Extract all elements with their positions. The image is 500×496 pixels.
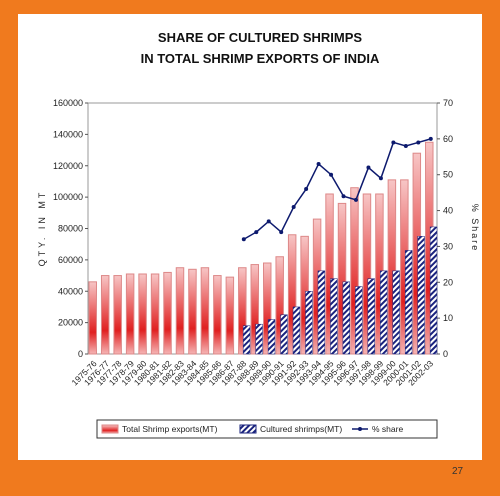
cultured-bar <box>292 306 301 355</box>
share-point <box>428 136 433 141</box>
cultured-bar <box>267 319 276 355</box>
cultured-bar <box>392 270 400 355</box>
total-bar <box>163 271 172 355</box>
legend-swatch <box>101 424 119 434</box>
share-point <box>279 230 284 235</box>
cultured-bar <box>255 323 263 355</box>
y2-axis-label: % Share <box>470 204 480 253</box>
share-point <box>353 197 358 202</box>
y2-tick-label: 40 <box>443 206 453 216</box>
y-tick-label: 20000 <box>58 318 83 328</box>
cultured-bar <box>355 286 363 355</box>
total-bar <box>263 262 272 355</box>
total-bar <box>175 267 185 355</box>
total-bar <box>150 273 160 355</box>
y2-tick-label: 50 <box>443 170 453 180</box>
legend-label: % share <box>372 424 403 434</box>
total-bar <box>238 267 247 355</box>
cultured-bar <box>317 270 326 355</box>
y2-tick-label: 30 <box>443 241 453 251</box>
y2-tick-label: 20 <box>443 277 453 287</box>
cultured-bar <box>367 278 375 355</box>
cultured-bar <box>380 270 388 355</box>
cultured-bar <box>404 250 413 355</box>
total-bar <box>387 179 397 355</box>
y2-tick-label: 10 <box>443 313 453 323</box>
legend-label: Cultured shrimps(MT) <box>260 424 342 434</box>
total-bar <box>188 268 197 355</box>
share-point <box>366 165 371 170</box>
legend-swatch <box>358 427 362 431</box>
share-point <box>266 219 271 224</box>
legend-label: Total Shrimp exports(MT) <box>122 424 218 434</box>
y-tick-label: 80000 <box>58 224 83 234</box>
total-bar <box>138 273 147 355</box>
y-tick-label: 100000 <box>53 192 83 202</box>
share-point <box>254 230 259 235</box>
legend <box>96 419 438 439</box>
y2-tick-label: 70 <box>443 98 453 108</box>
share-point <box>391 140 396 145</box>
share-point <box>416 140 421 145</box>
cultured-bar <box>242 325 251 355</box>
total-bar <box>337 202 347 355</box>
chart-title: IN TOTAL SHRIMP EXPORTS OF INDIA <box>141 51 380 66</box>
total-bar <box>88 281 97 355</box>
total-bar <box>275 256 284 355</box>
total-bar <box>250 264 260 355</box>
page-number: 27 <box>452 466 464 477</box>
share-point <box>341 194 346 199</box>
total-bar <box>287 234 297 355</box>
legend-swatch <box>239 424 257 434</box>
y-tick-label: 160000 <box>53 98 83 108</box>
cultured-bar <box>280 314 288 355</box>
total-bar <box>113 275 122 355</box>
y-tick-label: 0 <box>78 349 83 359</box>
total-bar <box>362 193 372 355</box>
y-tick-label: 40000 <box>58 286 83 296</box>
chart-title: SHARE OF CULTURED SHRIMPS <box>158 30 362 45</box>
share-line <box>243 138 431 240</box>
cultured-bar <box>342 281 351 355</box>
y-tick-label: 60000 <box>58 255 83 265</box>
y2-tick-label: 60 <box>443 134 453 144</box>
share-point <box>304 187 309 192</box>
total-bar <box>350 187 359 355</box>
share-point <box>403 144 408 149</box>
total-bar <box>225 276 235 355</box>
total-bar <box>200 267 210 355</box>
share-point <box>316 161 321 166</box>
cultured-bar <box>429 226 438 355</box>
total-bar <box>213 275 222 355</box>
y2-tick-label: 0 <box>443 349 448 359</box>
share-point <box>291 204 296 209</box>
cultured-bar <box>305 291 313 355</box>
y-tick-label: 140000 <box>53 129 83 139</box>
cultured-bar <box>330 278 338 355</box>
total-bar <box>100 275 110 355</box>
total-bar <box>325 193 334 355</box>
share-point <box>241 237 246 242</box>
share-point <box>378 176 383 181</box>
cultured-bar <box>417 236 425 355</box>
y-tick-label: 120000 <box>53 161 83 171</box>
total-bar <box>125 273 135 355</box>
share-point <box>329 172 334 177</box>
y-axis-label: QTY. IN MT <box>37 190 47 267</box>
